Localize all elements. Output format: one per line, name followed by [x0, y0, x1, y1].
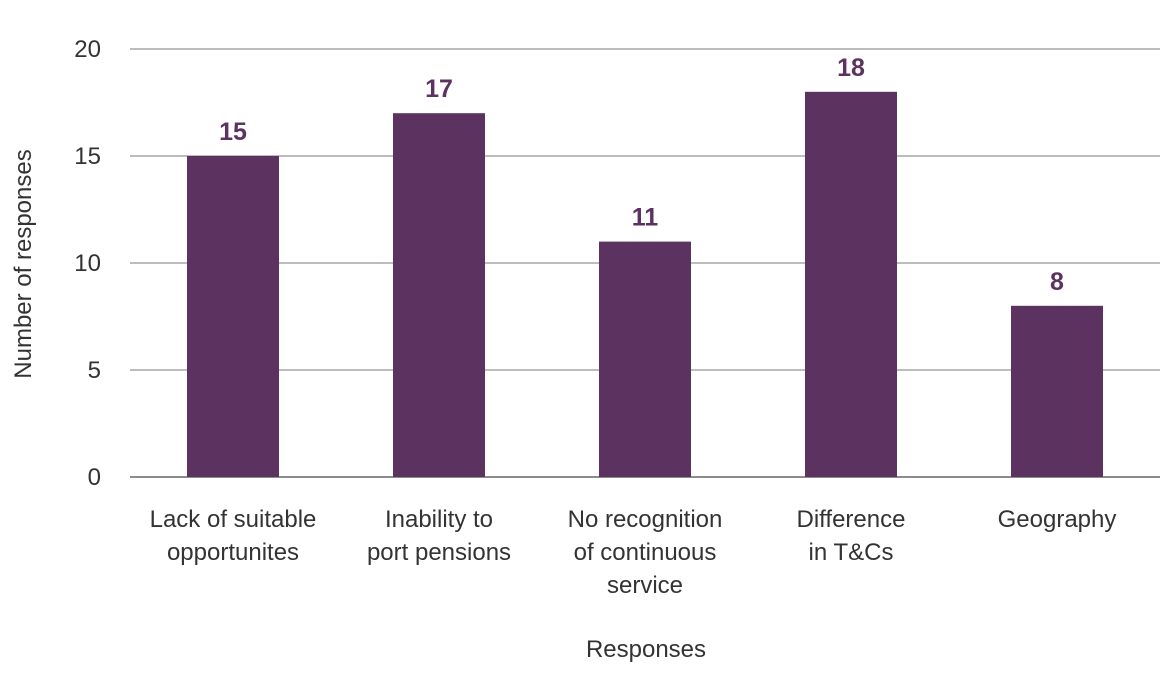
bar-2: [599, 241, 691, 477]
data-label-4: 8: [1050, 268, 1064, 296]
x-category-label-0: Lack of suitable opportunites: [150, 506, 317, 566]
data-label-0: 15: [219, 118, 247, 146]
y-tick-label-5: 5: [88, 357, 101, 384]
y-axis-ticks: 0 5 10 15 20: [74, 36, 101, 491]
bar-3: [805, 91, 897, 478]
x-category-label-3: Difference in T&Cs: [797, 506, 906, 566]
bar-4: [1011, 305, 1103, 477]
data-label-3: 18: [837, 54, 865, 82]
x-axis-categories: Lack of suitable opportunites Inability to…: [150, 506, 1117, 599]
y-axis-title: Number of responses: [10, 149, 37, 378]
x-category-label-1: Inability to port pensions: [367, 506, 511, 566]
y-tick-label-20: 20: [74, 36, 101, 63]
bar-1: [393, 113, 485, 477]
bars: [187, 91, 1103, 478]
x-category-label-4: Geography: [998, 506, 1117, 533]
y-tick-label-15: 15: [74, 143, 101, 170]
bar-0: [187, 156, 279, 477]
data-label-2: 11: [632, 204, 659, 232]
x-axis-title: Responses: [586, 636, 706, 663]
data-labels: 15 17 11 18 8: [219, 54, 1064, 296]
x-category-label-2: No recognition of continuous service: [568, 506, 723, 599]
data-label-1: 17: [425, 75, 453, 103]
y-tick-label-10: 10: [74, 250, 101, 277]
y-tick-label-0: 0: [88, 464, 101, 491]
